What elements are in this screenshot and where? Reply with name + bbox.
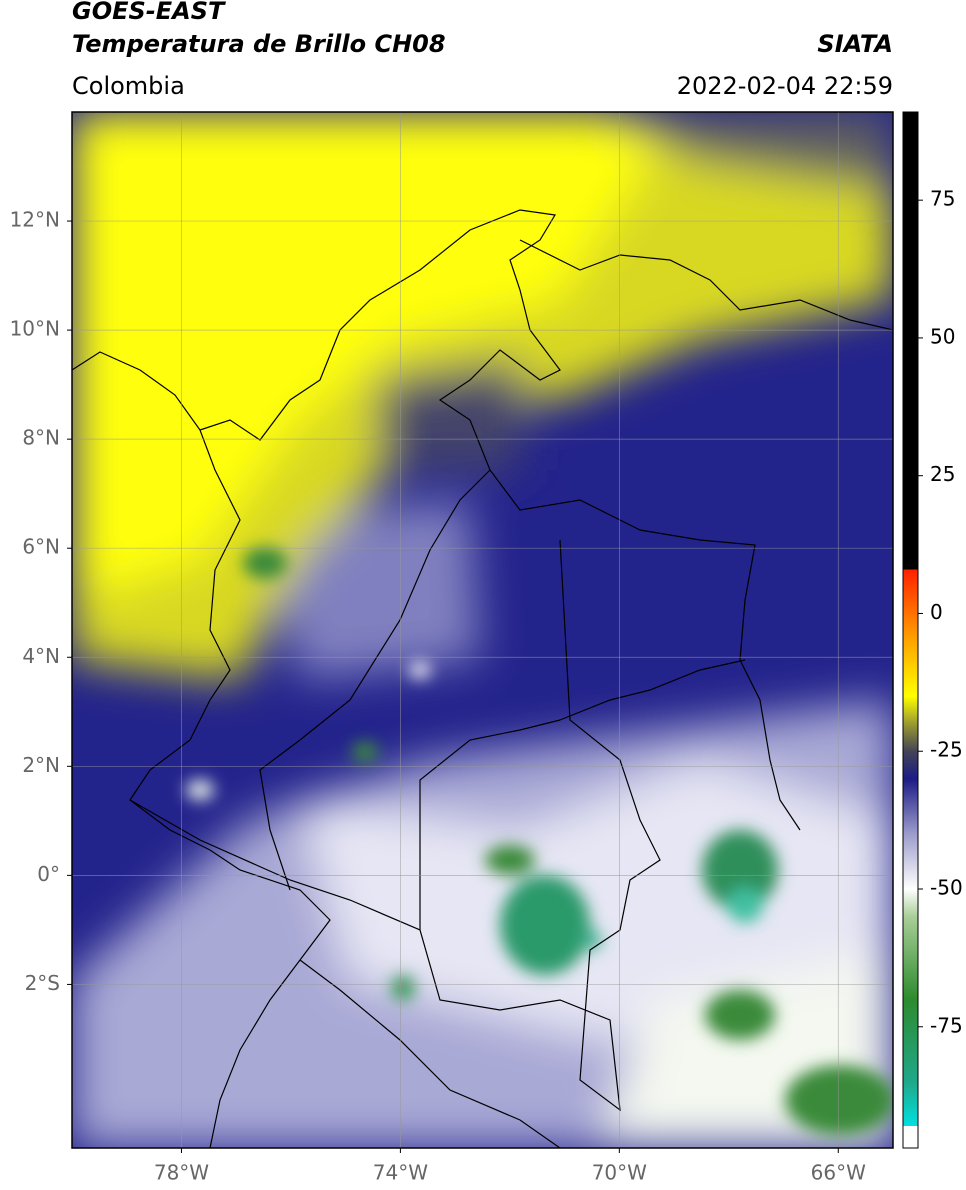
colorbar [902,111,919,1149]
colorbar-tick-label: 50 [930,324,955,348]
lat-tick-label: 6°N [22,535,60,559]
lon-tick-label: 66°W [811,1161,866,1185]
title: GOES-EAST [72,0,226,25]
colorbar-tick-label: -25 [930,738,963,762]
map-frame [71,111,894,1149]
colorbar-tick-label: 25 [930,462,955,486]
borders [72,209,893,1148]
lon-tick-label: 74°W [373,1161,428,1185]
lon-tick-label: 78°W [154,1161,209,1185]
lat-tick-label: 4°N [22,644,60,668]
lat-tick-label: 0° [37,862,60,886]
lat-tick-label: 12°N [10,208,60,232]
lat-tick-label: 2°N [22,753,60,777]
colorbar-tick-label: 0 [930,600,943,624]
subtitle: Temperatura de Brillo CH08 [72,30,446,58]
region: Colombia [72,72,185,100]
satellite-image [72,112,893,1148]
colorbar-tick-label: -50 [930,876,963,900]
colorbar-tick-label: 75 [930,187,955,211]
source: SIATA [817,30,893,58]
datetime: 2022-02-04 22:59 [677,72,893,100]
lat-tick-label: 10°N [10,317,60,341]
colorbar-tick-label: -75 [930,1013,963,1037]
grid [72,112,893,1148]
lat-tick-label: 8°N [22,426,60,450]
lon-tick-label: 70°W [592,1161,647,1185]
lat-tick-label: 2°S [25,971,60,995]
